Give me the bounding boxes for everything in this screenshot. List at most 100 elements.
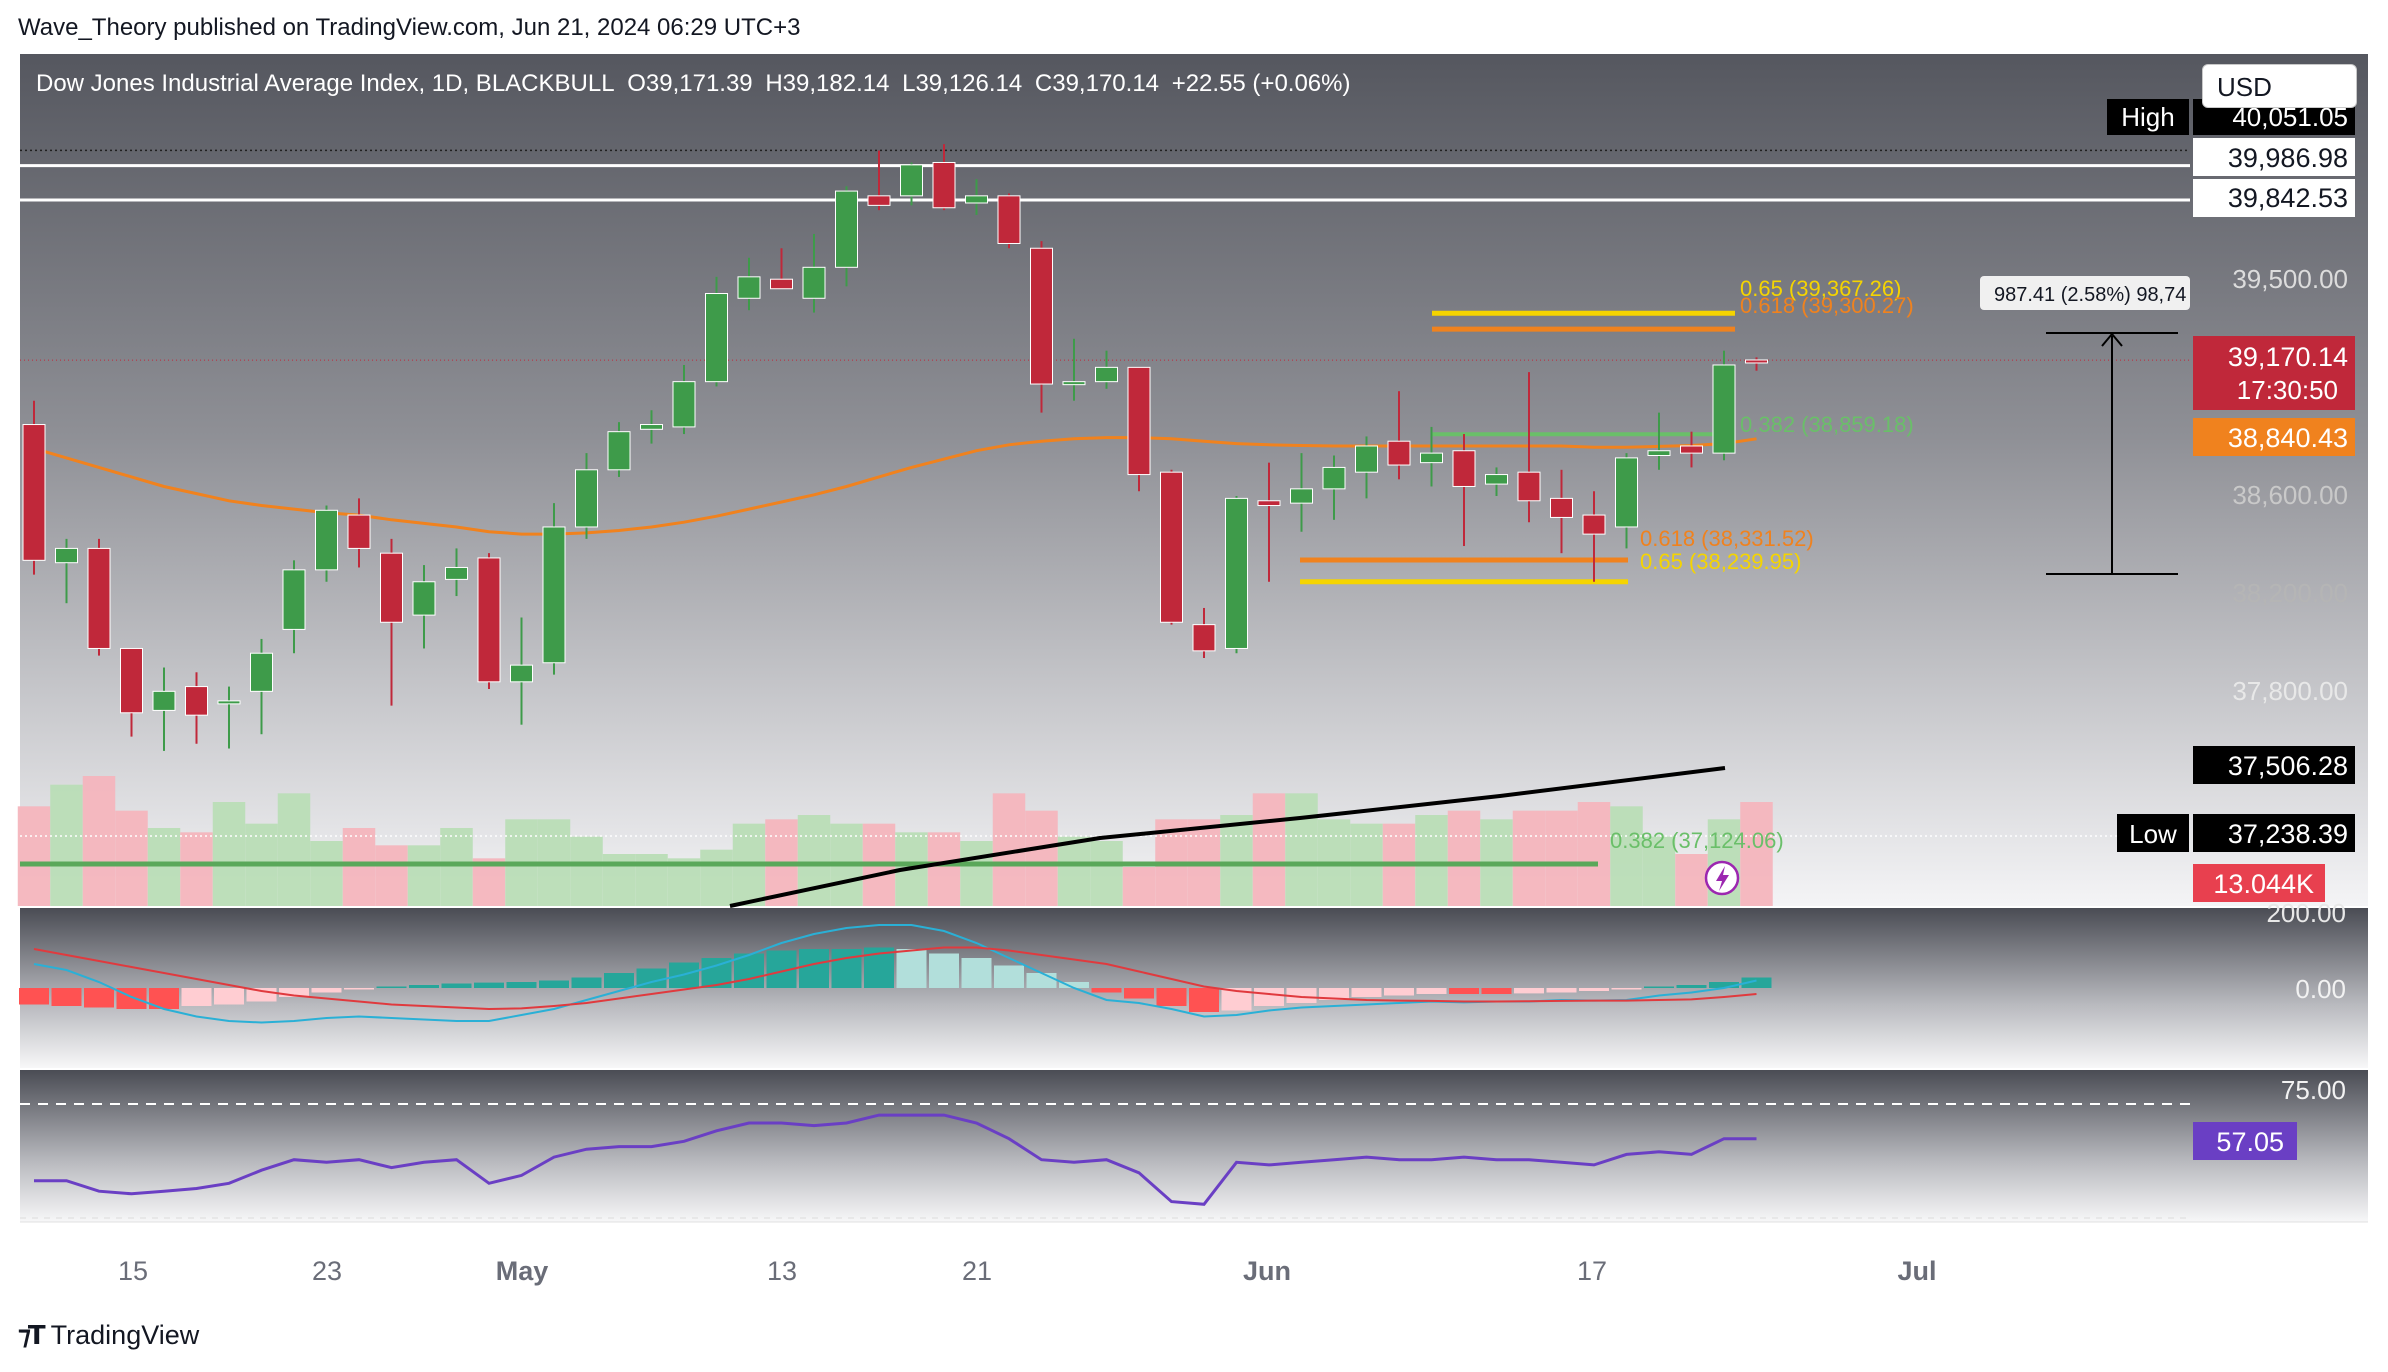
volume-bar [960,841,993,906]
currency-button[interactable]: USD [2202,64,2357,108]
volume-bar [1675,854,1708,906]
volume-bar [277,793,311,906]
candle-body [575,469,598,528]
macd-histogram-bar [1156,988,1187,1006]
time-axis: 15 23 May 13 21 Jun 17 Jul [118,1256,1937,1286]
rsi-value-tag-bg [2193,1122,2297,1160]
candle-body [542,526,566,664]
candle-body [965,195,988,204]
labels-layer: 0.65 (39,367.26) 0.618 (39,300.27) 0.382… [1610,276,2190,896]
volume-bar [1415,815,1448,906]
measure-label-bg [1980,276,2190,310]
volume-bar [180,832,213,906]
candle-body [867,195,891,206]
tradingview-logo-icon: ⁊𝗧 [18,1320,46,1350]
rsi-value-tag: 57.05 [2216,1127,2284,1157]
candle-body [445,566,468,580]
fib-upper-0618-label: 0.618 (39,300.27) [1740,293,1914,318]
macd-histogram-bar [441,983,472,988]
candle-body [835,190,858,268]
macd-histogram-bar [1091,988,1122,993]
time-axis-label: 13 [767,1256,797,1286]
macd-histogram-bar [799,949,829,988]
candle-body [55,547,78,564]
candle-body [1160,471,1183,623]
candle-body [1095,366,1118,383]
time-axis-label: Jun [1243,1256,1291,1286]
macd-histogram-bar [1189,988,1219,1012]
macd-histogram-bar [1481,988,1512,994]
macd-histogram-bar [896,949,927,988]
candle-body [1030,247,1053,385]
high-label-bg [2107,99,2189,135]
volume-bar [1122,867,1156,906]
candles-layer[interactable] [22,144,1768,751]
candle-body [1582,514,1606,535]
ohlc-high: H39,182.14 [765,70,890,97]
volume-bar [212,802,246,906]
volume-bar [1220,815,1253,906]
candle-body [1322,466,1346,490]
candle-body [120,647,143,714]
time-axis-label: 17 [1577,1256,1607,1286]
ema-tag-bg [2193,418,2355,456]
rsi-line [34,1113,1757,1206]
fib-lower-065-label: 0.65 (38,239.95) [1640,549,1801,574]
price-axis-label: 39,500.00 [2232,264,2348,294]
macd-histogram-bar [409,985,439,988]
price-axis-label: 38,200.00 [2232,578,2348,608]
level1-tag-bg [2193,138,2355,176]
candle-body [1550,497,1573,518]
macd-histogram-bar [214,988,244,1005]
candle-body [1517,471,1541,502]
candle-body [282,569,306,630]
low-label-bg [2117,814,2189,852]
volume-bar [1512,810,1546,906]
macd-layer [19,924,1772,1024]
price-axis-label: 38,600.00 [2232,480,2348,510]
publisher-header: Wave_Theory published on TradingView.com… [18,14,801,41]
macd-histogram-bar [181,988,212,1006]
volume-bar [1642,836,1676,906]
volume-bar [1545,810,1578,906]
candle-body [802,266,826,299]
macd-histogram-bar [474,982,504,988]
candle-body [1452,450,1476,487]
main-pane [20,54,2368,906]
candle-body [770,278,793,290]
macd-histogram-bar [506,982,537,988]
macd-histogram-bar [1644,986,1674,988]
ema200-tag: 37,506.28 [2228,751,2348,781]
candle-body [1225,497,1248,649]
macd-histogram-bar [831,949,862,988]
time-axis-label: 21 [962,1256,992,1286]
macd-histogram-bar [539,980,569,988]
candle-body [640,424,663,430]
candle-body [250,652,273,692]
macd-histogram-bar [1286,988,1317,1003]
candle-body [152,690,176,711]
candle-body [932,161,956,209]
volume-tag-bg [2193,864,2325,902]
volume-bar [1447,810,1481,906]
time-axis-bg [20,1222,2368,1300]
candle-body [1647,450,1671,457]
macd-histogram-bar [929,953,959,988]
macd-histogram-bar [571,977,602,988]
rsi-layer [20,1103,2190,1219]
macd-histogram-bar [1676,985,1707,988]
volume-bar [1057,836,1091,906]
macd-histogram-bar [1416,988,1447,994]
candle-body [1680,445,1703,454]
alert-icon-bolt [1716,866,1729,891]
candle-body [412,581,436,616]
candle-body [1355,445,1378,473]
last-price-tag-bg [2193,336,2355,410]
volume-bar [1577,802,1611,906]
candle-body [1127,366,1151,476]
fib-lower-0618-label: 0.618 (38,331.52) [1640,526,1814,551]
macd-histogram-bar [1579,988,1609,991]
fib-upper-065-label: 0.65 (39,367.26) [1740,276,1901,301]
volume-tag: 13.044K [2213,869,2314,899]
